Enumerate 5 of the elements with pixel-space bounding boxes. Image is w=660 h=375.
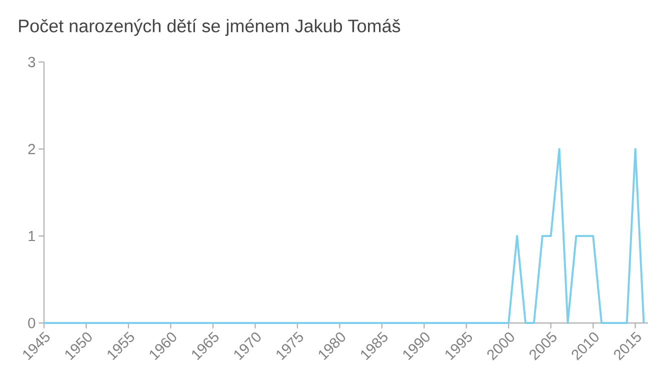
chart-title: Počet narozených dětí se jménem Jakub Tomáš (19, 18, 400, 36)
y-tick-label: 3 (28, 56, 36, 68)
y-tick-label: 0 (28, 318, 36, 328)
y-tick-label: 1 (28, 230, 36, 242)
y-tick-label: 2 (28, 144, 35, 154)
